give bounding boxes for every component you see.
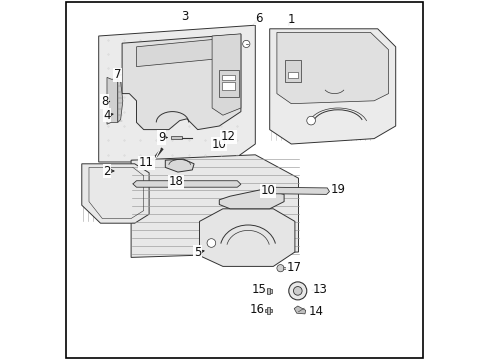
Bar	[222, 82, 234, 90]
Circle shape	[293, 287, 302, 295]
Bar	[171, 136, 182, 139]
Bar	[287, 72, 297, 78]
Circle shape	[288, 282, 306, 300]
Bar	[222, 75, 234, 80]
Polygon shape	[276, 32, 387, 104]
Text: 5: 5	[194, 246, 201, 258]
Text: 15: 15	[251, 283, 266, 296]
Text: 3: 3	[181, 10, 188, 23]
Text: 2: 2	[103, 165, 110, 177]
Circle shape	[276, 265, 284, 272]
Bar	[266, 288, 270, 294]
Text: 10: 10	[260, 184, 275, 197]
Bar	[219, 70, 239, 97]
Text: 19: 19	[330, 183, 345, 195]
Text: 12: 12	[221, 130, 235, 143]
Text: 9: 9	[158, 131, 165, 144]
Text: 6: 6	[255, 12, 262, 24]
Circle shape	[206, 239, 215, 247]
Bar	[265, 289, 271, 293]
Text: 17: 17	[286, 261, 301, 274]
Circle shape	[242, 40, 249, 48]
Bar	[266, 307, 270, 314]
Text: 14: 14	[308, 305, 324, 318]
Text: 1: 1	[287, 13, 294, 26]
Polygon shape	[165, 159, 194, 172]
Polygon shape	[265, 187, 329, 194]
Polygon shape	[122, 34, 241, 130]
Text: 16: 16	[249, 303, 264, 316]
Bar	[265, 309, 271, 312]
Polygon shape	[133, 181, 241, 187]
Polygon shape	[131, 155, 298, 257]
Circle shape	[306, 116, 315, 125]
Text: 8: 8	[101, 95, 108, 108]
Polygon shape	[199, 209, 294, 266]
Polygon shape	[136, 38, 230, 67]
Polygon shape	[107, 77, 118, 124]
Text: 7: 7	[114, 68, 122, 81]
Polygon shape	[219, 189, 284, 209]
Polygon shape	[118, 79, 122, 122]
Polygon shape	[81, 164, 149, 223]
Polygon shape	[269, 29, 395, 144]
Text: 11: 11	[139, 156, 154, 169]
Bar	[285, 60, 301, 82]
Text: 4: 4	[103, 109, 110, 122]
Polygon shape	[294, 306, 305, 314]
Bar	[283, 267, 288, 269]
Text: 13: 13	[312, 283, 327, 296]
Polygon shape	[212, 34, 241, 115]
Text: 10: 10	[211, 138, 226, 150]
Text: 18: 18	[168, 175, 183, 188]
Polygon shape	[99, 25, 255, 162]
